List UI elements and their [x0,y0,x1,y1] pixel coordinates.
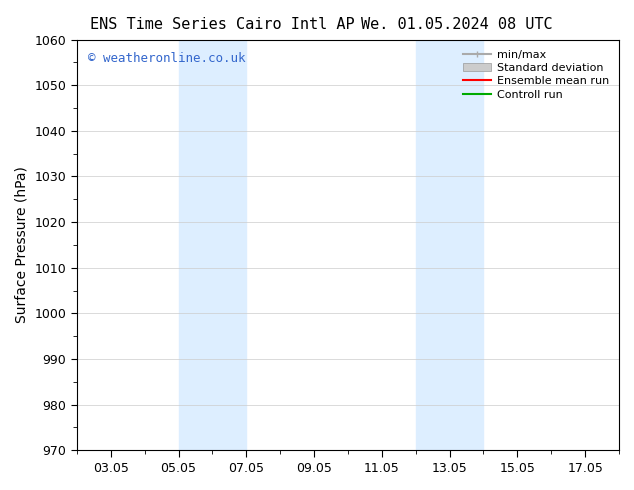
Text: ENS Time Series Cairo Intl AP: ENS Time Series Cairo Intl AP [89,17,354,32]
Legend: min/max, Standard deviation, Ensemble mean run, Controll run: min/max, Standard deviation, Ensemble me… [459,45,614,104]
Bar [179,40,246,450]
Text: © weatheronline.co.uk: © weatheronline.co.uk [87,52,245,65]
Bar [416,40,484,450]
Y-axis label: Surface Pressure (hPa): Surface Pressure (hPa) [15,167,29,323]
Text: We. 01.05.2024 08 UTC: We. 01.05.2024 08 UTC [361,17,552,32]
